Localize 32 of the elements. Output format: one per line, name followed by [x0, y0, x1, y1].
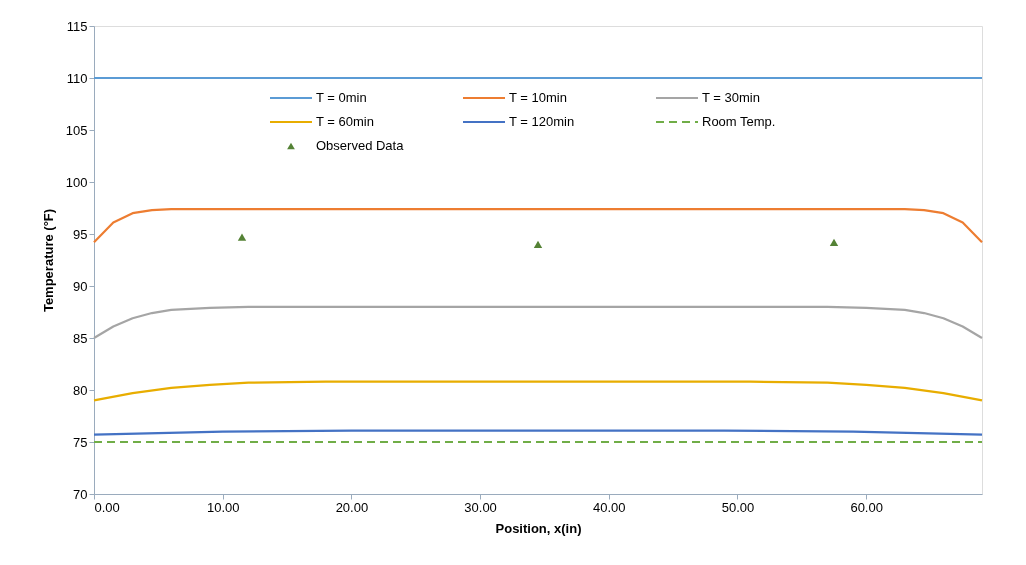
- legend-label: T = 120min: [509, 114, 575, 129]
- x-tick-label: 50.00: [721, 499, 755, 515]
- y-tick-label: 100: [65, 174, 88, 190]
- line-series: [92, 207, 984, 244]
- point: [533, 240, 543, 249]
- point: [829, 238, 839, 246]
- line-series: [92, 305, 984, 340]
- y-tick-label: 75: [73, 434, 88, 450]
- x-axis-title: Position, x(in): [495, 520, 582, 536]
- x-tick-label: 30.00: [464, 499, 497, 515]
- point: [237, 233, 247, 241]
- line-series: [92, 380, 984, 402]
- x-tick-label: 40.00: [593, 499, 626, 515]
- x-tick-label: 60.00: [850, 499, 883, 515]
- x-tick-label: 20.00: [335, 499, 369, 515]
- x-tick-label: 0.00: [94, 499, 120, 515]
- legend-label: Room Temp.: [702, 114, 776, 129]
- y-tick-label: 95: [73, 226, 88, 242]
- x-tick-label: 10.00: [206, 499, 240, 515]
- y-axis-title: Temperature (°F): [40, 208, 56, 313]
- y-tick-label: 115: [66, 18, 88, 34]
- legend-label: T = 0min: [316, 90, 367, 105]
- legend-label: T = 30min: [702, 90, 760, 105]
- y-tick-label: 110: [66, 70, 88, 86]
- legend-label: T = 10min: [509, 90, 567, 105]
- legend-label: T = 60min: [316, 114, 374, 129]
- y-tick-label: 105: [65, 122, 88, 138]
- y-tick-label: 80: [73, 382, 88, 398]
- y-tick-label: 70: [73, 486, 88, 502]
- y-tick-label: 85: [73, 330, 88, 346]
- y-tick-label: 90: [73, 278, 88, 294]
- legend-label: Observed Data: [316, 138, 405, 153]
